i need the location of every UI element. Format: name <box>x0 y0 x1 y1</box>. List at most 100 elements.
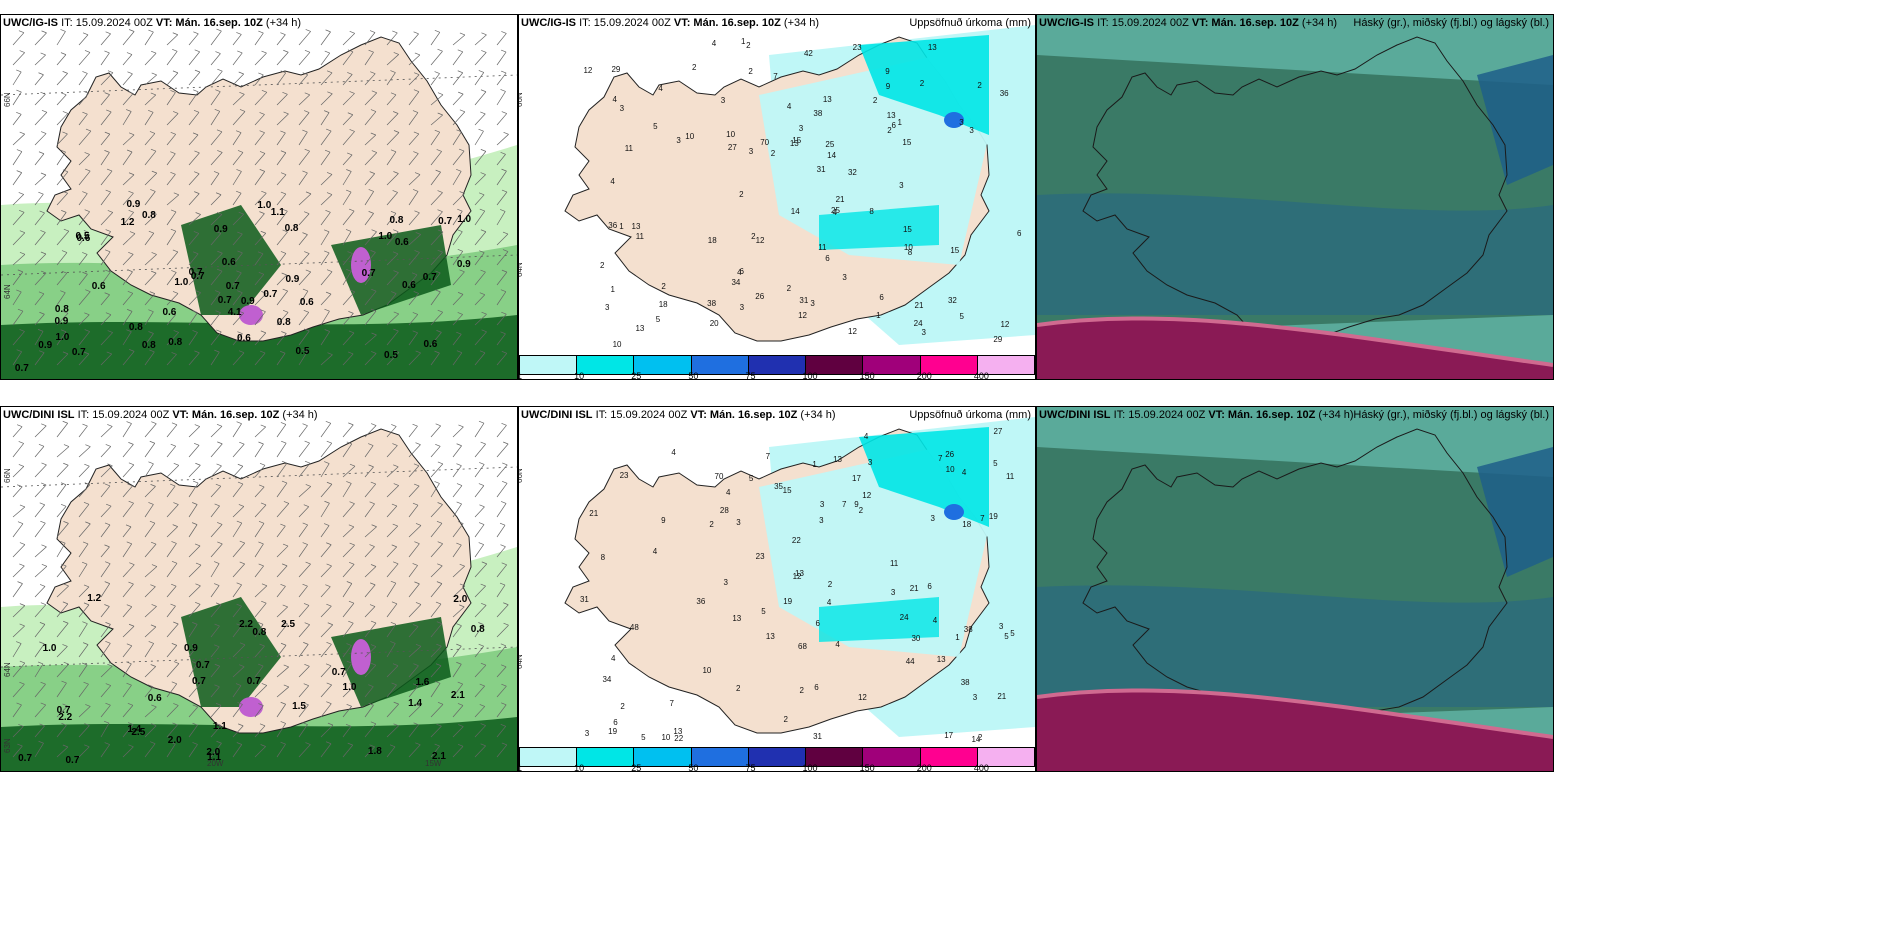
wind-barb-icon <box>232 52 243 66</box>
wind-barb-icon <box>188 91 199 106</box>
wind-barb-icon <box>435 169 441 173</box>
wind-barb-icon <box>430 332 442 346</box>
model-name: UWC/DINI ISL <box>521 409 593 421</box>
wind-barb-icon <box>496 704 507 718</box>
wind-barb-icon <box>276 34 286 46</box>
wind-barb-icon <box>150 189 156 192</box>
legend-tick-label: 10 <box>574 371 585 380</box>
wind-barb-icon <box>173 661 180 664</box>
wind-barb-icon <box>346 643 352 646</box>
wind-barb-icon <box>188 564 202 578</box>
wind-barb-icon <box>259 350 266 354</box>
wind-barb-icon <box>368 464 374 468</box>
wind-barb-icon <box>56 133 68 146</box>
wind-barb-icon <box>166 705 179 718</box>
wind-barb-icon <box>298 605 310 618</box>
wind-barb-icon <box>325 291 332 295</box>
wind-barb-icon <box>391 601 398 605</box>
wind-barb-icon <box>104 522 111 526</box>
wind-barb-icon <box>326 70 333 74</box>
wind-barb-icon <box>216 268 223 272</box>
wind-barb-icon <box>104 131 110 135</box>
wind-gust-label: 0.8 <box>284 222 299 234</box>
wind-barb-icon <box>320 112 330 126</box>
wind-barb-icon <box>239 441 245 445</box>
wind-barb-icon <box>194 350 200 354</box>
wind-barb-icon <box>304 148 310 152</box>
wind-barb-icon <box>474 331 487 346</box>
wind-gust-label: 0.7 <box>56 704 71 716</box>
wind-barb-icon <box>276 132 286 146</box>
wind-barb-icon <box>83 351 90 355</box>
wind-barb-icon <box>173 621 179 625</box>
wind-barb-icon <box>12 726 24 738</box>
wind-barb-icon <box>214 561 220 564</box>
wind-barb-icon <box>408 724 419 738</box>
wind-barb-icon <box>19 210 25 213</box>
wind-barb-icon <box>280 172 287 175</box>
wind-barb-icon <box>104 292 110 296</box>
precip-value-label: 13 <box>673 727 683 737</box>
wind-barb-icon <box>320 743 332 758</box>
wind-barb-icon <box>100 546 110 558</box>
wind-barb-icon <box>12 625 25 638</box>
wind-barb-icon <box>436 643 442 647</box>
wind-barb-icon <box>78 504 90 518</box>
wind-barb-icon <box>414 250 420 253</box>
wind-barb-icon <box>217 250 223 254</box>
wind-barb-icon <box>34 331 44 346</box>
wind-barb-icon <box>414 541 420 545</box>
wind-barb-icon <box>82 642 89 645</box>
precip-value-label: 3 <box>969 126 974 136</box>
wind-barb-icon <box>430 523 443 538</box>
wind-barb-icon <box>323 110 330 113</box>
wind-barb-icon <box>408 485 420 498</box>
wind-barb-icon <box>78 465 90 478</box>
wind-barb-icon <box>259 723 266 727</box>
wind-barb-icon <box>210 30 222 46</box>
wind-barb-icon <box>281 460 288 464</box>
wind-barb-icon <box>236 582 242 586</box>
wind-barb-icon <box>12 544 26 558</box>
wind-barb-icon <box>276 565 288 578</box>
wind-barb-icon <box>149 520 156 524</box>
wind-barb-icon <box>19 252 26 255</box>
wind-barb-icon <box>150 50 157 54</box>
wind-barb-icon <box>349 542 355 546</box>
valid-time-label: VT: <box>155 17 173 29</box>
wind-barb-icon <box>144 606 157 618</box>
model-name: UWC/DINI ISL <box>3 409 75 421</box>
precip-value-label: 13 <box>635 323 645 333</box>
wind-gust-label: 0.7 <box>191 676 206 688</box>
wind-barb-icon <box>276 606 288 618</box>
wind-barb-icon <box>368 684 374 688</box>
precip-legend <box>519 747 1035 767</box>
precip-value-label: 35 <box>774 482 783 492</box>
legend-tick-label: 200 <box>916 763 932 772</box>
wind-barb-icon <box>474 646 484 658</box>
wind-barb-icon <box>348 330 355 334</box>
wind-barb-icon <box>480 723 486 726</box>
wind-barb-icon <box>173 330 179 333</box>
wind-barb-icon <box>258 72 264 76</box>
wind-barb-icon <box>415 643 422 647</box>
wind-barb-icon <box>457 70 463 74</box>
wind-barb-icon <box>430 291 441 306</box>
precip-value-label: 2 <box>919 78 925 88</box>
wind-barb-icon <box>12 605 26 618</box>
wind-barb-icon <box>148 641 154 644</box>
wind-barb-icon <box>100 524 111 538</box>
wind-barb-icon <box>232 171 242 186</box>
wind-barb-icon <box>40 702 46 706</box>
wind-barb-icon <box>173 502 179 505</box>
wind-barb-icon <box>452 726 464 738</box>
wind-barb-icon <box>122 564 135 578</box>
precip-value-label: 6 <box>613 717 618 727</box>
precip-value-label: 1 <box>876 311 881 321</box>
wind-barb-icon <box>500 724 506 727</box>
wind-barb-icon <box>144 133 156 146</box>
wind-barb-icon <box>408 212 420 226</box>
wind-barb-icon <box>496 313 507 326</box>
wind-barb-icon <box>214 108 220 112</box>
wind-barb-icon <box>34 133 47 146</box>
